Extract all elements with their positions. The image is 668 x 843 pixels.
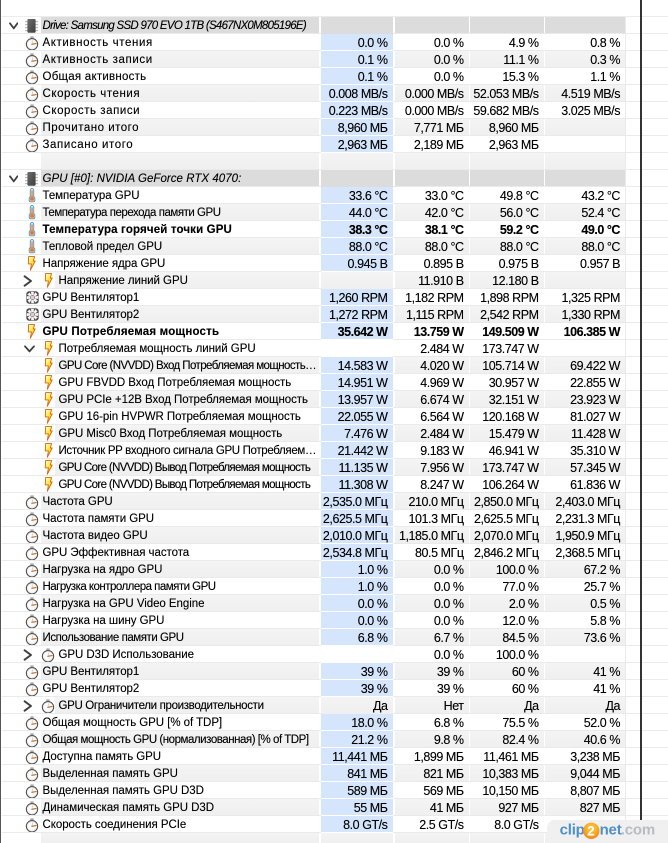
svg-text:.com: .com: [621, 822, 655, 839]
svg-text:2: 2: [587, 824, 595, 839]
svg-text:clip: clip: [560, 822, 585, 839]
svg-text:net: net: [600, 822, 622, 839]
